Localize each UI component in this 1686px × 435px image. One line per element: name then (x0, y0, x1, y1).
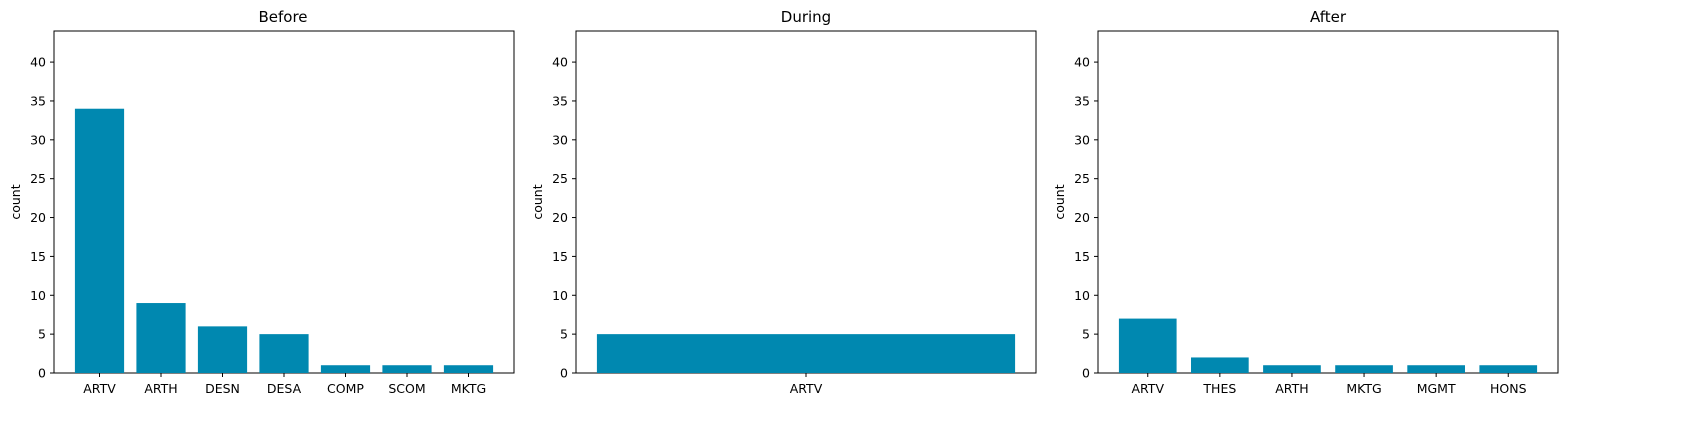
bar-mktg (1335, 365, 1393, 373)
x-tick-label: DESA (267, 381, 302, 396)
y-axis-label: count (8, 184, 23, 219)
bar-comp (320, 365, 371, 373)
x-tick-label: ARTV (790, 381, 823, 396)
x-tick-label: HONS (1490, 381, 1527, 396)
bar-thes (1191, 357, 1249, 373)
bar-hons (1479, 365, 1538, 373)
x-tick-label: THES (1202, 381, 1236, 396)
y-tick-label: 30 (30, 132, 46, 147)
y-tick-label: 5 (38, 327, 46, 342)
bar-artv (596, 334, 1016, 373)
bar-desa (259, 334, 309, 373)
x-tick-label: SCOM (388, 381, 425, 396)
bar-scom (382, 365, 432, 373)
bar-mgmt (1407, 365, 1465, 373)
y-axis-label: count (1052, 184, 1067, 219)
chart-panel-before: Before count 0 5 10 15 20 25 30 35 40 ARTV ARTH DES… (8, 8, 515, 396)
bar-arth (136, 303, 186, 373)
bar-mktg (443, 365, 494, 373)
x-tick-label: MGMT (1417, 381, 1456, 396)
bar-artv (74, 108, 125, 374)
chart-panel-during: During count 0 5 10 15 20 25 30 35 40 ARTV (530, 8, 1037, 396)
x-tick-label: COMP (327, 381, 364, 396)
bar-arth (1263, 365, 1321, 373)
chart-title: During (781, 8, 831, 26)
y-tick-label: 40 (1074, 55, 1090, 70)
y-tick-label: 15 (30, 249, 46, 264)
x-tick-label: MKTG (1346, 381, 1381, 396)
x-tick-label: MKTG (451, 381, 486, 396)
y-tick-label: 35 (30, 93, 46, 108)
y-tick-label: 10 (30, 288, 46, 303)
plot-frame (1097, 30, 1559, 374)
y-tick-label: 15 (1074, 249, 1090, 264)
y-tick-label: 40 (30, 55, 46, 70)
x-tick-label: ARTV (83, 381, 116, 396)
bar-desn (197, 326, 248, 373)
y-tick-label: 20 (552, 210, 568, 225)
y-tick-label: 5 (560, 327, 568, 342)
y-tick-label: 10 (552, 288, 568, 303)
x-tick-label: ARTH (144, 381, 177, 396)
chart-panel-after: After count 0 5 10 15 20 25 30 35 40 ARTV THES ARTH… (1052, 8, 1559, 396)
y-tick-label: 40 (552, 55, 568, 70)
x-tick-label: DESN (205, 381, 240, 396)
y-tick-label: 35 (1074, 93, 1090, 108)
y-tick-label: 0 (560, 366, 568, 381)
y-tick-label: 25 (552, 171, 568, 186)
chart-title: Before (258, 8, 307, 26)
x-tick-label: ARTV (1131, 381, 1164, 396)
y-tick-label: 20 (30, 210, 46, 225)
y-tick-label: 10 (1074, 288, 1090, 303)
y-tick-label: 0 (38, 366, 46, 381)
y-tick-label: 30 (552, 132, 568, 147)
y-axis-label: count (530, 184, 545, 219)
y-tick-label: 15 (552, 249, 568, 264)
y-tick-label: 20 (1074, 210, 1090, 225)
y-tick-label: 5 (1082, 327, 1090, 342)
y-tick-label: 0 (1082, 366, 1090, 381)
plot-frame (575, 30, 1037, 374)
y-tick-label: 25 (30, 171, 46, 186)
y-tick-label: 35 (552, 93, 568, 108)
chart-title: After (1310, 8, 1347, 26)
x-tick-label: ARTH (1275, 381, 1308, 396)
y-tick-label: 25 (1074, 171, 1090, 186)
bar-artv (1118, 318, 1177, 373)
y-tick-label: 30 (1074, 132, 1090, 147)
